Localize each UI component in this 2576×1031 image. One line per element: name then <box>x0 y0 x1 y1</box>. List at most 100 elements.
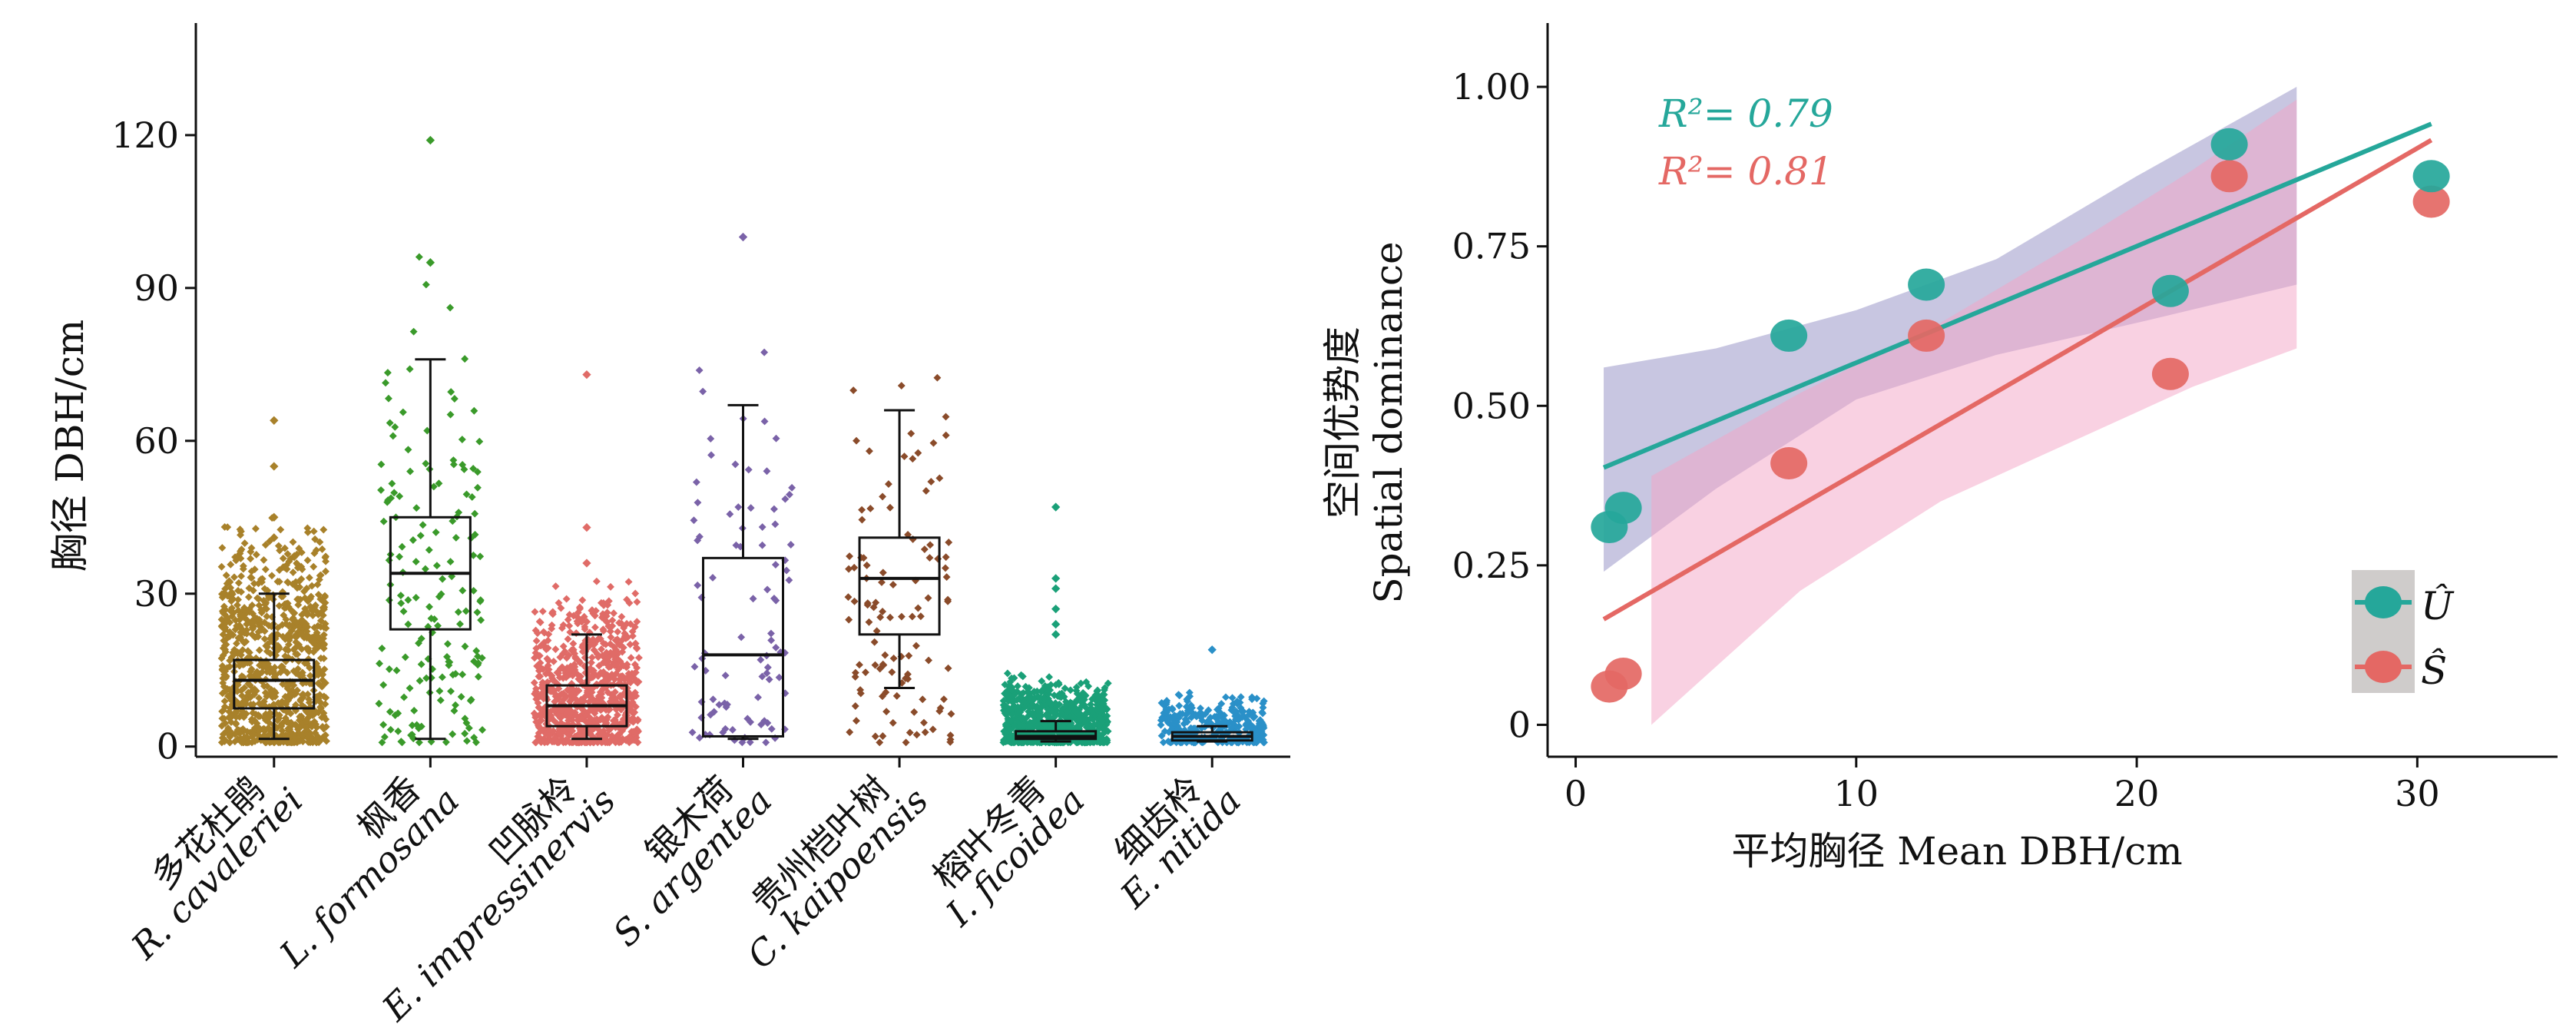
data-point <box>472 647 481 655</box>
data-point <box>540 638 548 647</box>
data-point <box>627 674 635 682</box>
x-tick-label: 0 <box>1564 773 1587 814</box>
data-point <box>422 280 430 289</box>
data-point <box>382 379 389 387</box>
data-point <box>275 714 283 722</box>
x-tick-label: 30 <box>2395 773 2440 814</box>
data-point <box>942 413 950 421</box>
data-point <box>300 659 309 668</box>
data-point <box>462 719 471 727</box>
data-point <box>449 460 458 469</box>
outlier-point <box>270 512 279 522</box>
data-point <box>478 726 486 734</box>
data-point <box>240 539 249 548</box>
data-point <box>888 668 896 676</box>
data-point <box>865 447 873 456</box>
data-point <box>461 642 469 651</box>
data-point <box>767 724 776 733</box>
outlier-point <box>1051 630 1061 639</box>
data-point <box>261 688 270 697</box>
data-point <box>2412 160 2450 193</box>
outlier-point <box>582 522 591 532</box>
data-point <box>276 525 285 534</box>
data-point <box>624 578 633 586</box>
data-point <box>633 598 641 606</box>
data-point <box>889 718 897 727</box>
data-point <box>919 695 927 704</box>
data-point <box>454 608 462 616</box>
data-point <box>851 702 859 711</box>
data-point <box>470 734 478 741</box>
data-point <box>532 637 541 645</box>
data-point <box>551 645 560 654</box>
data-point <box>1159 738 1167 747</box>
data-point <box>550 705 558 714</box>
data-point <box>320 692 328 701</box>
data-point <box>942 431 950 439</box>
data-point <box>320 635 327 643</box>
data-point <box>599 668 608 676</box>
data-point <box>865 618 873 626</box>
data-point <box>476 597 485 605</box>
data-point <box>559 642 568 651</box>
data-point <box>406 684 414 692</box>
data-point <box>249 625 257 633</box>
data-point <box>277 722 286 731</box>
data-point <box>281 714 290 722</box>
data-point <box>863 561 871 569</box>
data-point <box>412 504 421 512</box>
data-point <box>236 611 244 619</box>
data-point <box>470 406 478 415</box>
y-tick-label: 0 <box>1508 704 1531 745</box>
data-point <box>455 509 463 516</box>
data-point <box>914 604 922 612</box>
data-point <box>925 656 932 665</box>
data-point <box>699 387 707 396</box>
data-point <box>533 662 541 671</box>
data-point <box>274 699 283 708</box>
data-point <box>272 671 280 679</box>
data-point <box>282 615 290 624</box>
data-point <box>600 717 608 725</box>
data-point <box>247 668 255 676</box>
data-point <box>627 717 635 725</box>
outlier-point <box>425 258 435 267</box>
data-point <box>690 516 698 525</box>
data-point <box>447 388 455 396</box>
data-point <box>298 611 306 619</box>
data-point <box>238 691 247 700</box>
data-point <box>250 618 258 626</box>
data-point <box>406 365 414 373</box>
data-point <box>935 474 944 482</box>
data-point <box>310 562 318 571</box>
data-point <box>220 610 229 618</box>
data-point <box>616 691 624 700</box>
data-point <box>379 517 388 525</box>
data-point <box>273 578 282 585</box>
data-point <box>545 657 553 665</box>
data-point <box>288 738 296 747</box>
data-point <box>608 622 617 630</box>
data-point <box>226 628 234 636</box>
data-point <box>1197 704 1204 712</box>
data-point <box>862 668 869 677</box>
data-point <box>587 658 595 667</box>
data-point <box>281 652 290 660</box>
data-point <box>409 536 417 544</box>
data-point <box>394 709 402 718</box>
data-point <box>562 654 571 662</box>
data-point <box>394 727 402 735</box>
data-point <box>247 574 256 582</box>
data-point <box>286 690 294 698</box>
data-point <box>316 538 324 546</box>
data-point <box>628 628 637 636</box>
data-point <box>234 622 243 631</box>
outlier-point <box>1051 584 1061 593</box>
data-point <box>292 701 300 709</box>
data-point <box>889 581 897 588</box>
data-point <box>257 575 265 584</box>
data-point <box>607 582 614 591</box>
data-point <box>531 608 539 616</box>
data-point <box>577 672 585 681</box>
data-point <box>261 541 270 549</box>
